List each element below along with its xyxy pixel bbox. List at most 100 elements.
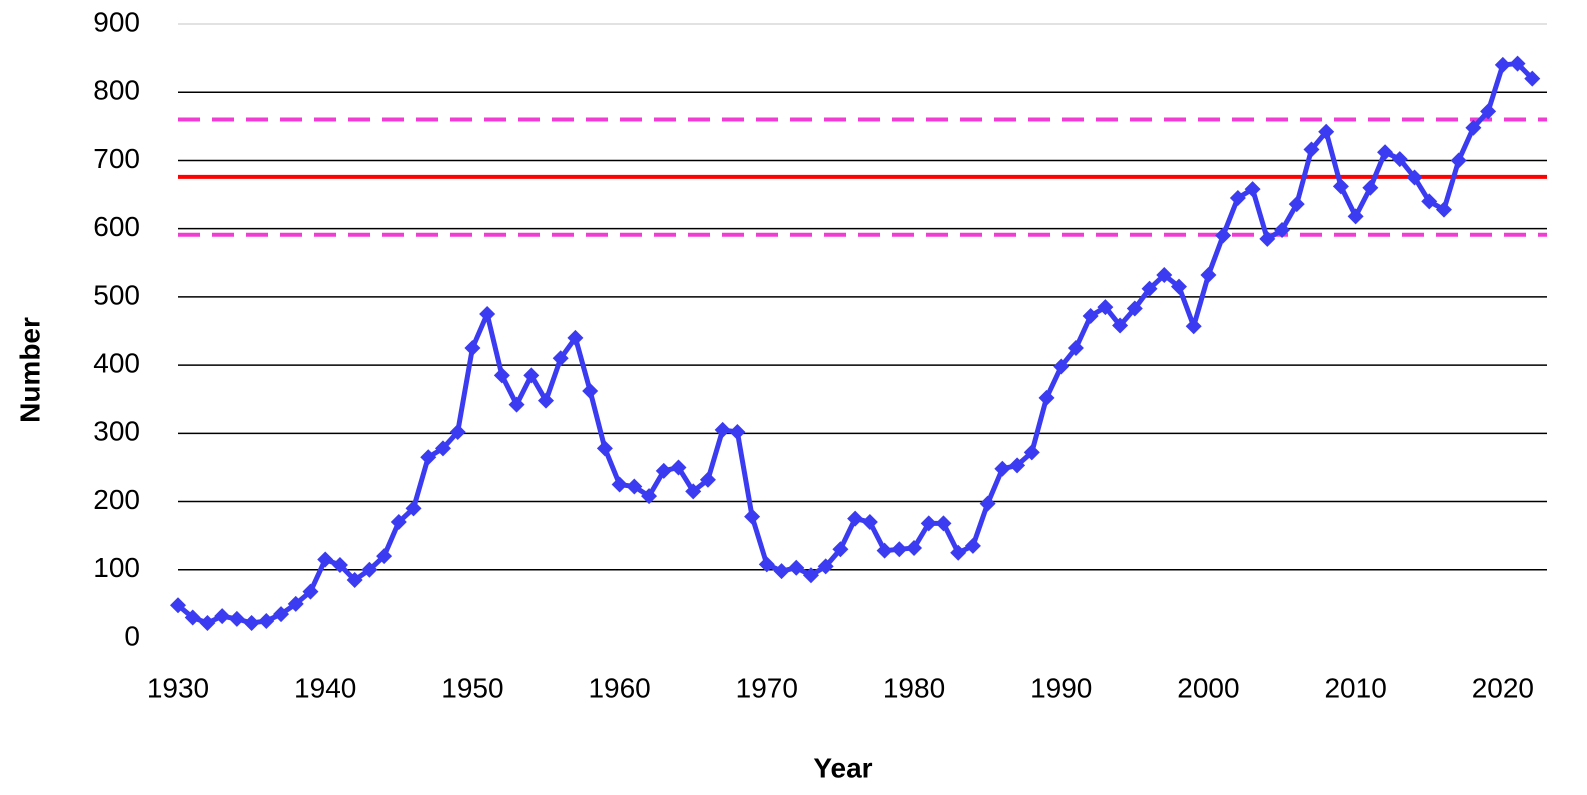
marker (699, 471, 716, 488)
marker (1082, 307, 1099, 324)
x-tick-label: 1940 (294, 672, 356, 703)
marker (508, 396, 525, 413)
x-tick-label: 1970 (736, 672, 798, 703)
x-tick-label: 1950 (441, 672, 503, 703)
marker (920, 515, 937, 532)
marker (1274, 222, 1291, 239)
marker (302, 583, 319, 600)
line (176, 61, 1535, 626)
marker (1185, 318, 1202, 335)
marker (1244, 181, 1261, 198)
marker (641, 488, 658, 505)
marker (1318, 123, 1335, 140)
marker (802, 567, 819, 584)
marker (626, 478, 643, 495)
marker (1494, 56, 1511, 73)
marker (670, 459, 687, 476)
marker (199, 614, 216, 631)
marker (1126, 300, 1143, 317)
marker (847, 510, 864, 527)
marker (950, 544, 967, 561)
marker (1141, 280, 1158, 297)
marker (1509, 55, 1526, 72)
marker (420, 449, 437, 466)
y-tick-label: 800 (93, 75, 140, 106)
marker (935, 515, 952, 532)
marker (1465, 119, 1482, 136)
marker (994, 460, 1011, 477)
marker (258, 612, 275, 629)
y-tick-label: 0 (124, 620, 140, 651)
marker (1288, 196, 1305, 213)
marker (523, 367, 540, 384)
marker (331, 557, 348, 574)
marker (1156, 267, 1173, 284)
marker (891, 541, 908, 558)
marker (596, 440, 613, 457)
marker (1259, 230, 1276, 247)
marker (1377, 144, 1394, 161)
marker (655, 462, 672, 479)
marker (1009, 457, 1026, 474)
marker (1362, 179, 1379, 196)
marker (832, 541, 849, 558)
marker (876, 542, 893, 559)
marker (228, 610, 245, 627)
y-tick-label: 600 (93, 211, 140, 242)
marker (317, 551, 334, 568)
marker (1421, 193, 1438, 210)
marker (817, 558, 834, 575)
marker (479, 305, 496, 322)
x-tick-label: 2020 (1472, 672, 1534, 703)
marker (1200, 267, 1217, 284)
marker (493, 367, 510, 384)
y-tick-label: 100 (93, 552, 140, 583)
marker (1435, 201, 1452, 218)
marker (552, 350, 569, 367)
marker (1229, 189, 1246, 206)
marker (744, 508, 761, 525)
marker (405, 500, 422, 517)
marker (1303, 141, 1320, 158)
marker (1524, 70, 1541, 87)
marker (1038, 389, 1055, 406)
marker (1391, 151, 1408, 168)
marker (979, 495, 996, 512)
marker (788, 559, 805, 576)
marker (361, 561, 378, 578)
marker (1332, 178, 1349, 195)
x-axis-title: Year (813, 752, 872, 783)
x-tick-label: 1930 (147, 672, 209, 703)
marker (170, 597, 186, 614)
marker (1170, 278, 1187, 295)
marker (434, 440, 451, 457)
marker (273, 606, 290, 623)
marker (729, 423, 746, 440)
y-tick-label: 200 (93, 484, 140, 515)
marker (1215, 227, 1232, 244)
marker (1112, 317, 1129, 334)
marker (861, 514, 878, 531)
marker (287, 595, 304, 612)
x-tick-label: 1980 (883, 672, 945, 703)
marker (1450, 152, 1467, 169)
x-tick-label: 1990 (1030, 672, 1092, 703)
marker (964, 537, 981, 554)
marker (714, 421, 731, 438)
y-tick-label: 400 (93, 348, 140, 379)
marker (390, 514, 407, 531)
y-tick-label: 900 (93, 6, 140, 37)
marker (346, 572, 363, 589)
marker (1097, 299, 1114, 316)
marker (582, 383, 599, 400)
y-tick-label: 500 (93, 279, 140, 310)
marker (449, 423, 466, 440)
y-axis-title: Number (14, 317, 45, 423)
marker (1053, 358, 1070, 375)
marker (538, 392, 555, 409)
marker (685, 483, 702, 500)
marker (376, 548, 393, 565)
marker (243, 614, 260, 631)
marker (464, 340, 481, 357)
